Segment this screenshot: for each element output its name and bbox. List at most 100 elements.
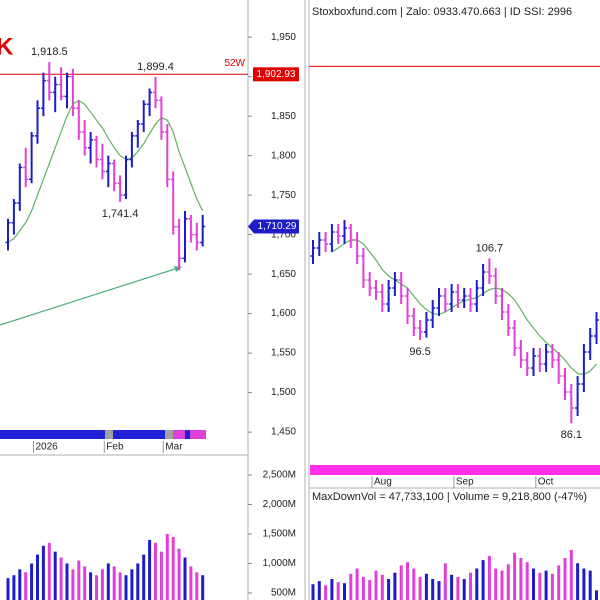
volume-bar: [95, 575, 98, 600]
strip-segment: [165, 430, 173, 439]
y-tick-label: 2,500M: [263, 470, 296, 481]
volume-bar: [183, 557, 187, 600]
volume-bar: [550, 573, 554, 600]
y-tick-label: 1,600: [271, 308, 296, 319]
volume-bar: [106, 563, 110, 600]
volume-bar: [399, 565, 403, 600]
y-tick-label: 1,950: [271, 32, 296, 43]
high-label: 106.7: [476, 242, 504, 254]
volume-bar: [65, 563, 69, 600]
price-tag-label: 1,710.29: [258, 221, 297, 232]
volume-bar: [588, 570, 592, 600]
volume-bar: [582, 568, 586, 600]
volume-bar: [130, 569, 134, 600]
volume-bar: [544, 570, 548, 600]
x-tick-label: Sep: [456, 477, 474, 488]
volume-bar: [355, 568, 359, 600]
volume-bar: [595, 590, 598, 600]
volume-bar: [71, 569, 75, 600]
low-label: 96.5: [409, 346, 430, 358]
annotation: K: [0, 33, 14, 60]
moving-average: [7, 99, 204, 244]
volume-bar: [41, 545, 45, 600]
price-tag: [248, 219, 299, 234]
y-tick-label: 1,500M: [263, 529, 296, 540]
volume-bar: [506, 564, 510, 600]
volume-bar: [532, 568, 535, 600]
volume-bar: [576, 563, 580, 600]
volume-bar: [77, 560, 81, 600]
chart-header: Stoxboxfund.com | Zalo: 0933.470.663 | I…: [312, 6, 572, 18]
volume-bar: [443, 563, 447, 600]
y-tick-label: 500M: [271, 588, 296, 599]
volume-bar: [177, 548, 181, 600]
volume-bar: [30, 563, 34, 600]
volume-bar: [513, 552, 517, 600]
volume-bar: [418, 576, 422, 600]
volume-bar: [311, 584, 315, 600]
volume-bar: [519, 558, 523, 600]
price-tag-label: 1,902.93: [257, 69, 296, 80]
volume-bar: [462, 579, 466, 600]
volume-bar: [349, 573, 353, 600]
trend-strip: [0, 430, 600, 475]
volume-bar: [201, 575, 205, 600]
y-tick-label: 1,700: [271, 229, 296, 240]
strip-segment: [310, 465, 600, 475]
volume-bar: [171, 536, 175, 600]
y-tick-label: 1,850: [271, 111, 296, 122]
y-tick-label: 1,650: [271, 269, 296, 280]
volume-bar: [159, 551, 163, 600]
volume-bar: [124, 575, 128, 600]
volume-bar: [500, 570, 504, 600]
volume-bar: [83, 566, 87, 600]
low-label: 86.1: [561, 429, 582, 441]
volume-bar: [36, 554, 39, 600]
volume-bar: [450, 574, 454, 600]
volume-bar: [525, 562, 529, 600]
volume-bar: [380, 574, 384, 600]
volume-bar: [368, 580, 372, 600]
volume-bar: [387, 579, 391, 600]
volume-text: MaxDownVol = 47,733,100 | Volume = 9,218…: [312, 491, 587, 503]
strip-segment: [190, 430, 206, 439]
volume-bar: [148, 539, 152, 600]
volume-bar: [437, 581, 441, 600]
volume-bar: [557, 565, 561, 600]
volume-bar: [89, 572, 93, 600]
volume-bar: [154, 542, 157, 600]
volume-bar: [412, 568, 416, 600]
volume-bar: [324, 585, 328, 600]
y-tick-label: 1,550: [271, 348, 296, 359]
high-label: 1,918.5: [31, 46, 68, 58]
strip-segment: [105, 430, 113, 439]
volume-bar: [6, 578, 10, 600]
volume-bar: [538, 572, 542, 600]
volume-bar: [112, 566, 116, 600]
volume-bar: [487, 555, 491, 600]
reference-name: 52W: [224, 58, 245, 69]
strip-segment: [0, 430, 105, 439]
volume-bar: [136, 563, 140, 600]
volume-bar: [118, 572, 122, 600]
volume-bar: [469, 572, 472, 600]
volume-bar: [100, 569, 104, 600]
volume-bar: [481, 560, 485, 600]
volume-bar: [59, 557, 63, 600]
x-tick-label: Mar: [165, 442, 183, 453]
strip-segment: [113, 430, 165, 439]
y-tick-label: 2,000M: [263, 499, 296, 510]
volume-bar: [142, 554, 146, 600]
volume-bar: [393, 572, 397, 600]
volume-bar: [431, 579, 435, 600]
y-tick-label: 1,000M: [263, 558, 296, 569]
volume-bar: [18, 569, 22, 600]
volume-bar: [336, 582, 340, 600]
volume-bar: [330, 579, 334, 600]
strip-segment: [185, 430, 190, 439]
volume-bar: [24, 572, 28, 600]
strip-segment: [173, 430, 185, 439]
volume-bar: [53, 551, 57, 600]
